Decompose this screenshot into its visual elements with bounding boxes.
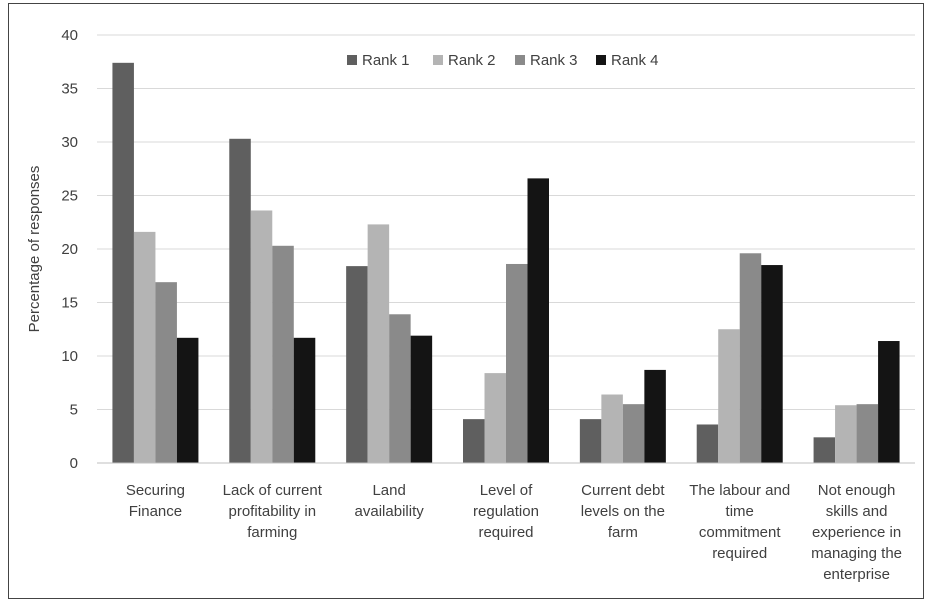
legend-label: Rank 3 (530, 52, 578, 69)
bar-rank-1 (463, 419, 485, 463)
bar-rank-4 (761, 265, 783, 463)
bar-rank-2 (250, 210, 273, 463)
y-tick-label: 10 (61, 348, 78, 365)
x-category-label: Land availability (355, 482, 425, 520)
bar-rank-2 (367, 224, 390, 463)
x-category-label: The labour and time commitment required (689, 482, 790, 562)
bar-rank-2 (133, 231, 156, 463)
legend-label: Rank 4 (611, 52, 659, 69)
bar-rank-3 (155, 282, 177, 463)
bar-rank-2 (718, 329, 740, 463)
bar-rank-3 (272, 245, 294, 463)
bar-rank-1 (696, 424, 719, 463)
bar-rank-3 (739, 253, 762, 463)
y-tick-label: 0 (70, 455, 78, 472)
y-tick-label: 5 (70, 402, 78, 419)
bar-rank-3 (389, 314, 411, 463)
bar-rank-2 (484, 373, 506, 463)
bar-rank-4 (176, 337, 199, 463)
x-category-label: Current debt levels on the farm (581, 482, 666, 541)
bar-rank-3 (506, 263, 528, 463)
y-tick-label: 30 (61, 134, 78, 151)
x-category-label: Securing Finance (126, 482, 185, 520)
bar-rank-2 (835, 405, 857, 463)
bar-rank-3 (622, 404, 645, 463)
x-category-label: Level of regulation required (473, 482, 539, 541)
x-category-label: Lack of current profitability in farming (223, 482, 323, 541)
y-tick-label: 35 (61, 81, 78, 98)
x-category-label: Not enough skills and experience in managin… (811, 482, 902, 583)
bar-rank-4 (644, 369, 666, 463)
bar-rank-4 (527, 178, 549, 463)
legend-swatch (347, 55, 357, 65)
legend: Rank 1 Rank 2 Rank 3 Rank 4 (347, 52, 659, 69)
y-tick-label: 25 (61, 188, 78, 205)
legend-swatch (596, 55, 606, 65)
y-tick-label: 15 (61, 295, 78, 312)
legend-swatch (433, 55, 443, 65)
bar-rank-2 (601, 394, 623, 463)
bar-rank-4 (293, 337, 316, 463)
bar-rank-1 (813, 437, 836, 463)
y-axis-label: Percentage of responses (26, 166, 43, 333)
y-axis-ticks: 0 5 10 15 20 25 30 35 40 (61, 27, 78, 472)
bar-rank-1 (112, 62, 134, 463)
bar-rank-4 (410, 335, 433, 463)
bar-rank-3 (856, 404, 879, 463)
y-tick-label: 40 (61, 27, 78, 44)
bars (112, 62, 900, 464)
legend-swatch (515, 55, 525, 65)
x-axis-categories: Securing Finance Lack of current profitabil… (126, 482, 902, 583)
y-tick-label: 20 (61, 241, 78, 258)
bar-rank-1 (346, 266, 368, 463)
bar-rank-1 (229, 138, 251, 464)
legend-label: Rank 2 (448, 52, 496, 69)
legend-label: Rank 1 (362, 52, 410, 69)
bar-rank-1 (579, 419, 602, 463)
bar-rank-4 (878, 341, 900, 463)
